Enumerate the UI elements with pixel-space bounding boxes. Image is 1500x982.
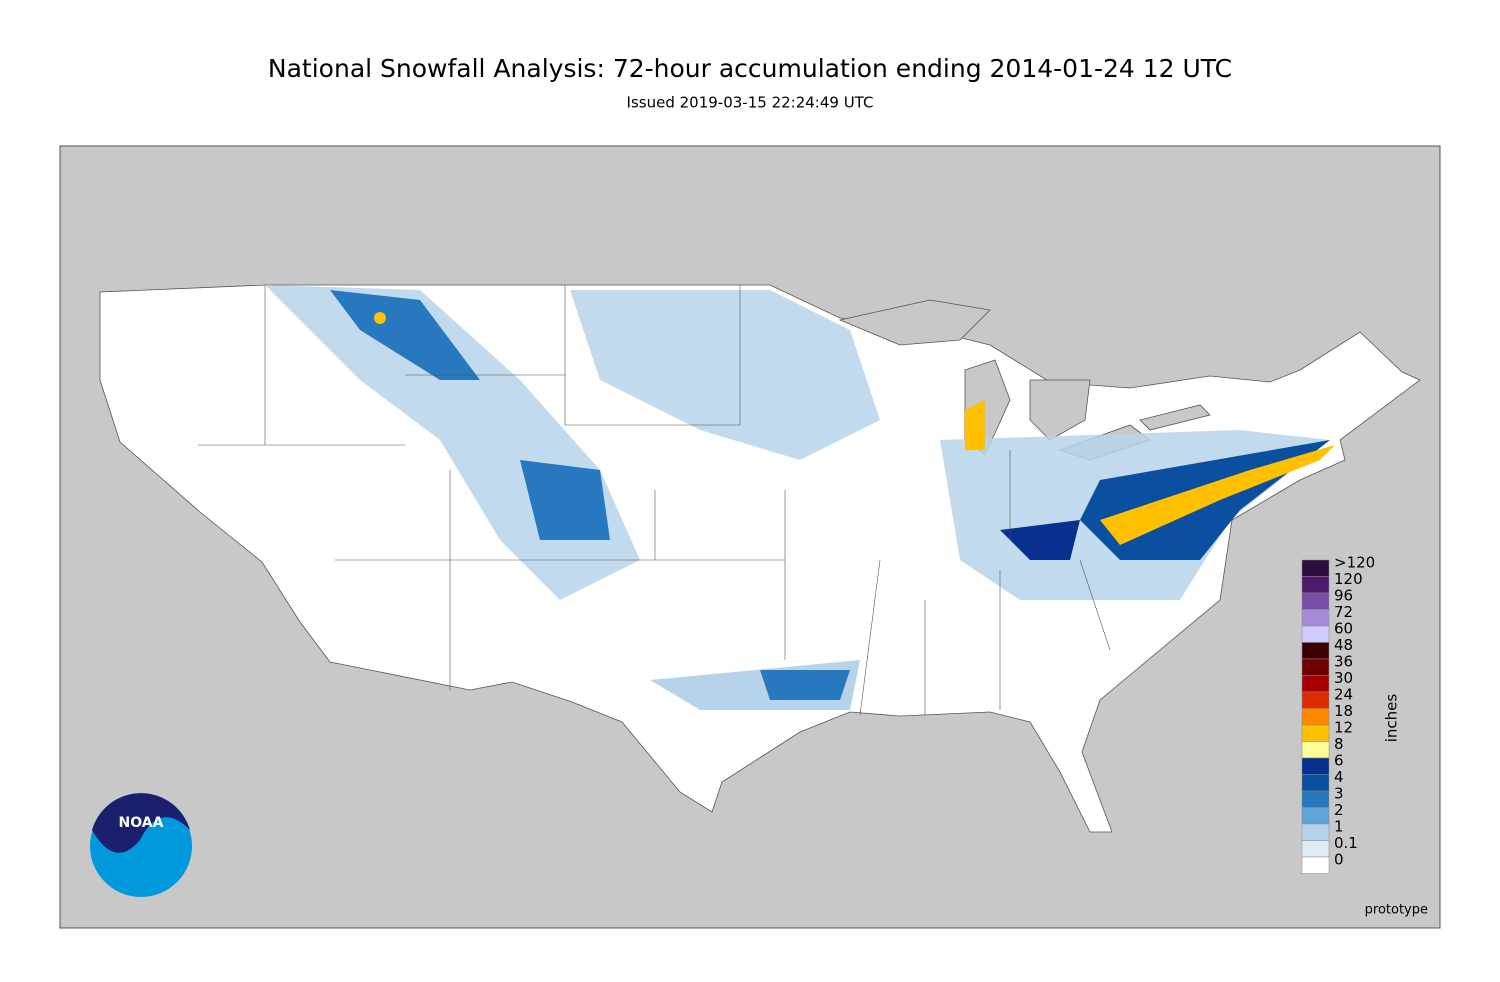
legend-swatch [1301,642,1330,660]
legend-label: 0 [1334,851,1344,869]
legend-swatch [1301,708,1330,726]
legend-label: 3 [1334,785,1344,803]
legend-label: >120 [1334,554,1375,572]
legend-swatch [1301,823,1330,841]
legend-label: 1 [1334,818,1344,836]
legend-swatch [1301,807,1330,825]
legend-label: 120 [1334,570,1363,588]
legend-label: 12 [1334,719,1353,737]
legend-swatch [1301,724,1330,742]
legend-swatch [1301,856,1330,874]
legend-swatch [1301,609,1330,627]
legend-label: 24 [1334,686,1353,704]
legend-label: 48 [1334,636,1353,654]
legend-label: 4 [1334,768,1344,786]
legend-label: 36 [1334,653,1353,671]
legend-swatch [1301,592,1330,610]
state-lines [198,285,1111,716]
subtitle: Issued 2019-03-15 22:24:49 UTC [627,94,874,112]
legend-label: 0.1 [1334,834,1358,852]
legend-label: 30 [1334,669,1353,687]
legend-swatch [1301,757,1330,775]
legend-label: 96 [1334,587,1353,605]
legend-swatch [1301,774,1330,792]
logo-text: NOAA [119,815,164,831]
legend-unit: inches [1383,694,1401,743]
legend-label: 6 [1334,752,1344,770]
legend-swatch [1301,691,1330,709]
legend-label: 2 [1334,801,1344,819]
legend-label: 8 [1334,735,1344,753]
snow-areas [265,285,1335,710]
logo-top [92,793,190,853]
legend-swatch [1301,675,1330,693]
legend-label: 60 [1334,620,1353,638]
legend-swatch [1301,658,1330,676]
legend-swatch [1301,840,1330,858]
legend-label: 72 [1334,603,1353,621]
legend-swatch [1301,625,1330,643]
footer: prototype [1365,903,1428,918]
noaa-logo: NOAA [90,793,192,897]
legend-swatch [1301,790,1330,808]
map [59,145,1441,929]
legend-label: 18 [1334,702,1353,720]
legend-swatch [1301,576,1330,594]
legend: inches >1201209672604836302418128643210.… [1301,554,1401,874]
legend-swatch [1301,559,1330,577]
title: National Snowfall Analysis: 72-hour accu… [268,54,1232,83]
legend-swatch [1301,741,1330,759]
